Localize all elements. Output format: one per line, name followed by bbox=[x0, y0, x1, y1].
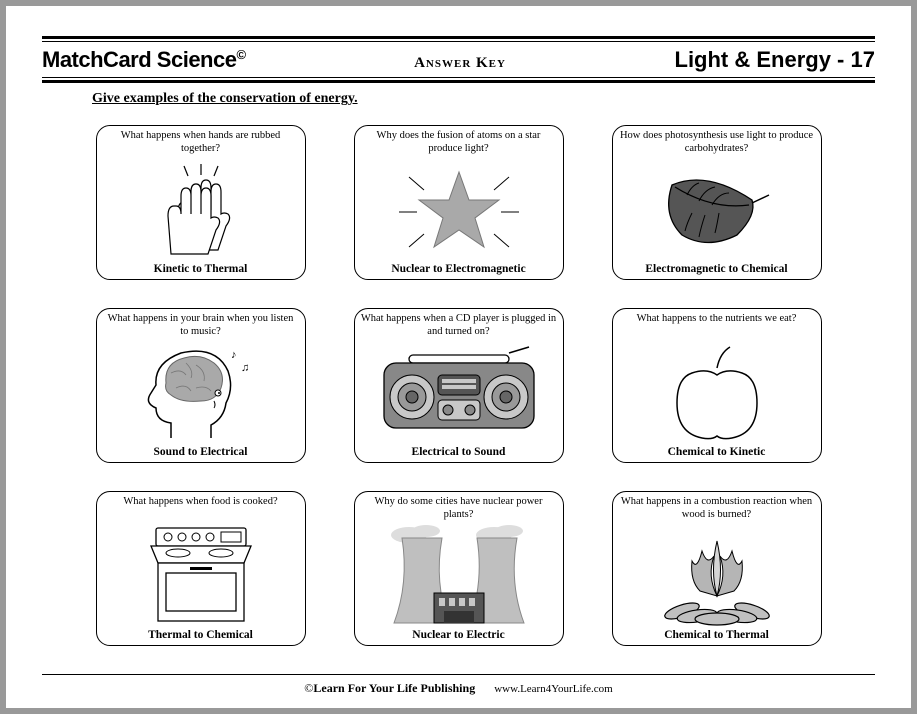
card-leaf: How does photosynthesis use light to pro… bbox=[612, 125, 822, 280]
card-answer: Chemical to Kinetic bbox=[668, 446, 766, 458]
card-question: How does photosynthesis use light to pro… bbox=[619, 130, 815, 156]
svg-text:♪: ♪ bbox=[231, 349, 237, 361]
card-stove: What happens when food is cooked? Therma… bbox=[96, 491, 306, 646]
boombox-icon bbox=[361, 339, 557, 446]
card-question: Why do some cities have nuclear power pl… bbox=[361, 496, 557, 522]
header-rule-top bbox=[42, 36, 875, 42]
brand: MatchCard Science© bbox=[42, 47, 246, 73]
leaf-icon bbox=[619, 156, 815, 263]
header-row: MatchCard Science© Answer Key Light & En… bbox=[42, 45, 875, 77]
instruction-text: Give examples of the conservation of ene… bbox=[92, 91, 875, 107]
card-question: What happens when food is cooked? bbox=[123, 496, 277, 522]
stove-icon bbox=[103, 522, 299, 629]
card-question: What happens in your brain when you list… bbox=[103, 313, 299, 339]
card-hands: What happens when hands are rubbed toget… bbox=[96, 125, 306, 280]
page-title: Light & Energy - 17 bbox=[675, 47, 875, 73]
card-answer: Electrical to Sound bbox=[412, 446, 506, 458]
fire-icon bbox=[619, 522, 815, 629]
card-answer: Kinetic to Thermal bbox=[154, 263, 248, 275]
footer-url: www.Learn4YourLife.com bbox=[494, 683, 613, 695]
card-answer: Nuclear to Electric bbox=[412, 629, 504, 641]
footer-publisher: Learn For Your Life Publishing bbox=[313, 681, 475, 695]
hands-icon bbox=[103, 156, 299, 263]
card-brain: What happens in your brain when you list… bbox=[96, 308, 306, 463]
card-boombox: What happens when a CD player is plugged… bbox=[354, 308, 564, 463]
card-answer: Electromagnetic to Chemical bbox=[645, 263, 787, 275]
card-apple: What happens to the nutrients we eat? Ch… bbox=[612, 308, 822, 463]
answer-key-label: Answer Key bbox=[414, 55, 506, 72]
svg-text:♫: ♫ bbox=[241, 362, 249, 374]
nuclear-plant-icon bbox=[361, 522, 557, 629]
card-answer: Nuclear to Electromagnetic bbox=[391, 263, 525, 275]
card-question: What happens to the nutrients we eat? bbox=[637, 313, 797, 339]
card-question: Why does the fusion of atoms on a star p… bbox=[361, 130, 557, 156]
card-question: What happens when hands are rubbed toget… bbox=[103, 130, 299, 156]
star-icon bbox=[361, 156, 557, 263]
card-answer: Chemical to Thermal bbox=[664, 629, 769, 641]
worksheet-page: MatchCard Science© Answer Key Light & En… bbox=[6, 6, 911, 708]
card-question: What happens when a CD player is plugged… bbox=[361, 313, 557, 339]
card-grid: What happens when hands are rubbed toget… bbox=[42, 125, 875, 666]
card-question: What happens in a combustion reaction wh… bbox=[619, 496, 815, 522]
card-star: Why does the fusion of atoms on a star p… bbox=[354, 125, 564, 280]
card-nuclear: Why do some cities have nuclear power pl… bbox=[354, 491, 564, 646]
brand-text: MatchCard Science bbox=[42, 47, 236, 72]
header-rule-bottom bbox=[42, 77, 875, 83]
apple-icon bbox=[619, 339, 815, 446]
card-answer: Sound to Electrical bbox=[154, 446, 248, 458]
footer: ©Learn For Your Life Publishing www.Lear… bbox=[42, 675, 875, 696]
card-fire: What happens in a combustion reaction wh… bbox=[612, 491, 822, 646]
copyright-symbol: © bbox=[236, 47, 245, 62]
brain-icon: ♪♫ bbox=[103, 339, 299, 446]
card-answer: Thermal to Chemical bbox=[148, 629, 253, 641]
